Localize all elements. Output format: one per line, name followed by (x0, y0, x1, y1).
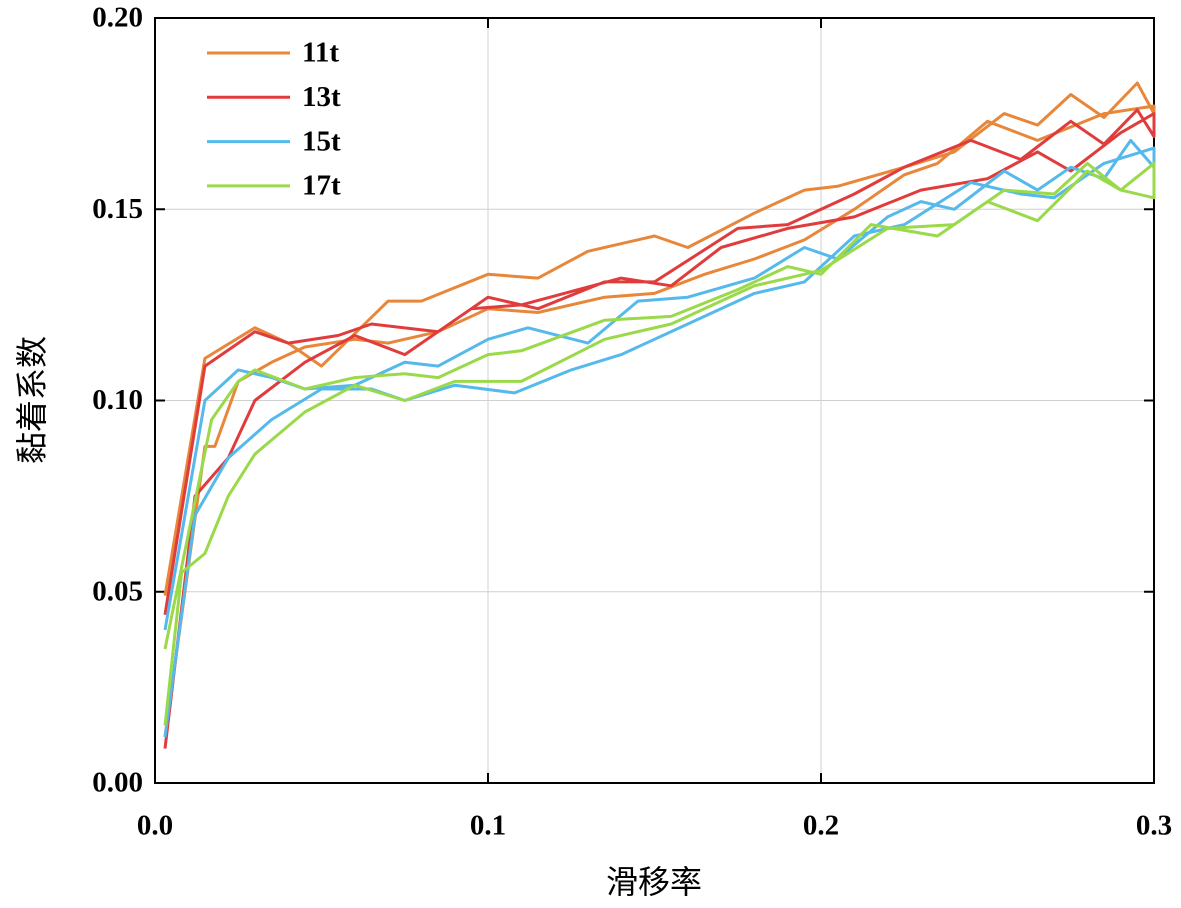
legend-label: 15t (302, 125, 341, 157)
x-tick-label: 0.3 (1136, 810, 1172, 842)
y-tick-label: 0.05 (92, 575, 143, 607)
y-tick-label: 0.00 (92, 767, 143, 799)
y-axis-label: 黏着系数 (13, 336, 51, 464)
y-tick-label: 0.10 (92, 384, 143, 416)
data-line (163, 138, 1156, 738)
y-tick-label: 0.20 (92, 2, 143, 34)
x-tick-label: 0.1 (470, 810, 506, 842)
x-axis-label: 滑移率 (606, 863, 702, 901)
y-tick-label: 0.15 (92, 193, 143, 225)
data-line (163, 161, 1156, 726)
x-tick-label: 0.0 (137, 810, 173, 842)
x-tick-label: 0.2 (803, 810, 839, 842)
legend-label: 13t (302, 81, 341, 113)
data-line (163, 81, 1156, 738)
legend-label: 11t (302, 37, 339, 69)
legend-label: 17t (302, 170, 341, 202)
plot-frame (154, 17, 1155, 784)
data-line (163, 108, 1156, 749)
